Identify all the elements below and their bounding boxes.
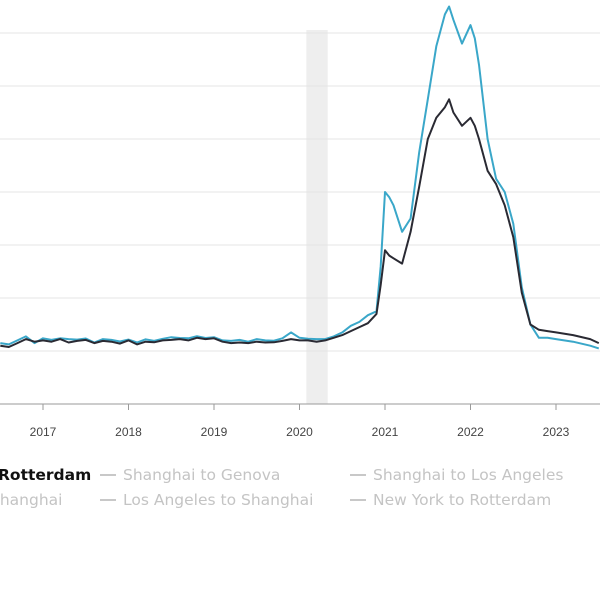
- legend-swatch: [100, 474, 116, 476]
- line-chart: 2017 2018 2019 2020 2021 2022 2023: [0, 0, 600, 460]
- legend-item-rotterdam[interactable]: Rotterdam: [0, 466, 91, 484]
- legend-item-shanghai-to-los-angeles[interactable]: Shanghai to Los Angeles: [350, 466, 563, 484]
- plot-background: [0, 0, 600, 460]
- legend-swatch: [350, 474, 366, 476]
- legend-label: Shanghai: [0, 491, 63, 509]
- legend-label: Shanghai to Los Angeles: [373, 466, 564, 484]
- x-axis-ticks: 2017 2018 2019 2020 2021 2022 2023: [30, 404, 570, 439]
- x-tick-label: 2023: [543, 425, 570, 439]
- legend-label: Rotterdam: [0, 466, 92, 484]
- legend-item-los-angeles-to-shanghai[interactable]: Los Angeles to Shanghai: [100, 491, 313, 509]
- legend-item-shanghai-to-genova[interactable]: Shanghai to Genova: [100, 466, 280, 484]
- series-lines: [0, 5, 600, 350]
- x-tick-label: 2020: [286, 425, 313, 439]
- x-tick-label: 2021: [372, 425, 399, 439]
- legend-item-new-york-to-rotterdam[interactable]: New York to Rotterdam: [350, 491, 551, 509]
- x-tick-label: 2022: [457, 425, 484, 439]
- series-line-2[interactable]: [0, 98, 600, 348]
- legend-label: Shanghai to Genova: [123, 466, 281, 484]
- x-tick-label: 2017: [30, 425, 57, 439]
- legend-swatch: [100, 499, 116, 501]
- legend-label: Los Angeles to Shanghai: [123, 491, 314, 509]
- legend-item-shanghai[interactable]: Shanghai: [0, 491, 62, 509]
- legend-label: New York to Rotterdam: [373, 491, 552, 509]
- highlighted-period-band: [306, 30, 328, 404]
- x-tick-label: 2018: [115, 425, 142, 439]
- legend-swatch: [350, 499, 366, 501]
- legend: Rotterdam Shanghai to Genova Shanghai to…: [0, 462, 600, 522]
- series-line-1[interactable]: [0, 5, 600, 350]
- x-tick-label: 2019: [201, 425, 228, 439]
